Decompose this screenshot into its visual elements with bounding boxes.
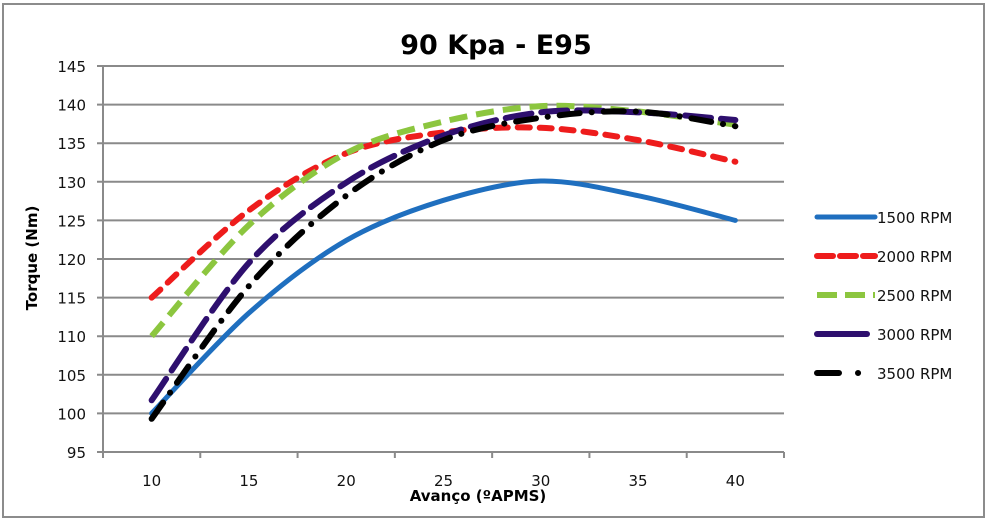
series-lines <box>148 102 739 422</box>
y-tick-label: 105 <box>57 367 86 385</box>
y-tick-label: 135 <box>57 135 86 153</box>
y-tick-label: 120 <box>57 251 86 269</box>
legend-item-3500-rpm: 3500 RPM <box>814 365 952 383</box>
y-tick-label: 115 <box>57 290 86 308</box>
x-tick-labels: 10 15 20 25 30 35 40 <box>142 472 745 490</box>
legend-label: 2000 RPM <box>877 248 952 266</box>
x-axis-title: Avanço (ºAPMS) <box>410 487 547 505</box>
legend-label: 2500 RPM <box>877 287 952 305</box>
legend-label: 1500 RPM <box>877 209 952 227</box>
series-line-1500-rpm <box>149 178 738 416</box>
series-line-2000-rpm <box>148 124 739 301</box>
series-line-3000-rpm <box>148 107 739 404</box>
legend-label: 3500 RPM <box>877 365 952 383</box>
x-tick-label: 35 <box>629 472 648 490</box>
legend-item-2500-rpm: 2500 RPM <box>817 287 952 305</box>
x-tick-label: 15 <box>239 472 258 490</box>
legend-item-1500-rpm: 1500 RPM <box>814 209 952 227</box>
x-tick-label: 30 <box>531 472 550 490</box>
y-tick-label: 95 <box>67 444 86 462</box>
legend-label: 3000 RPM <box>877 326 952 344</box>
series-line-3500-rpm <box>148 108 739 422</box>
legend-item-2000-rpm: 2000 RPM <box>814 248 952 266</box>
y-axis-title: Torque (Nm) <box>23 206 41 311</box>
axes <box>102 66 785 458</box>
chart-frame <box>2 3 985 518</box>
y-tick-label: 140 <box>57 97 86 115</box>
y-tick-label: 145 <box>57 58 86 76</box>
y-tick-label: 110 <box>57 328 86 346</box>
y-tick-label: 100 <box>57 405 86 423</box>
y-tick-labels: 95 100 105 110 115 120 125 130 135 140 145 <box>57 58 86 462</box>
x-tick-label: 10 <box>142 472 161 490</box>
y-tick-label: 130 <box>57 174 86 192</box>
x-tick-label: 25 <box>434 472 453 490</box>
legend: 1500 RPM 2000 RPM 2500 RPM 3000 RPM 3500 RPM <box>814 209 952 383</box>
x-tick-label: 20 <box>337 472 356 490</box>
chart-title: 90 Kpa - E95 <box>400 30 591 61</box>
x-tick-label: 40 <box>726 472 745 490</box>
y-tick-label: 125 <box>57 212 86 230</box>
legend-item-3000-rpm: 3000 RPM <box>814 326 952 344</box>
